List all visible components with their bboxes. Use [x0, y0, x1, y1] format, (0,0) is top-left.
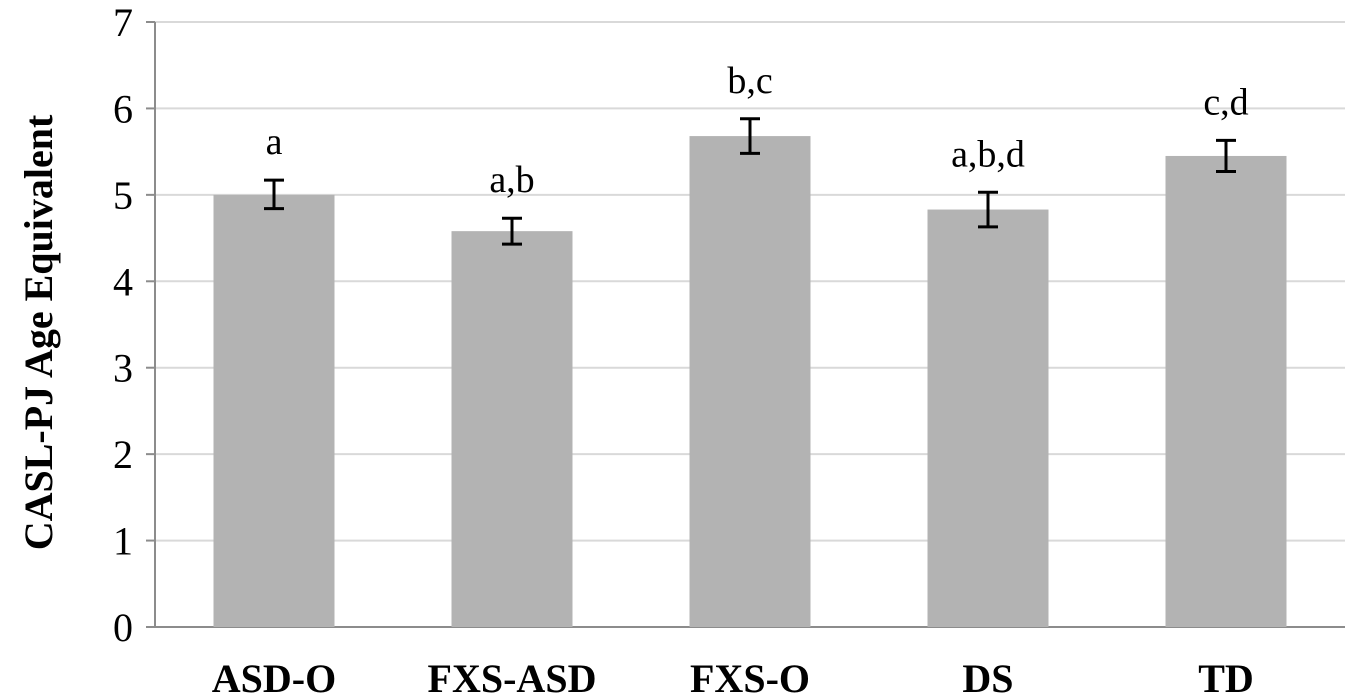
- x-tick-label: TD: [1198, 656, 1254, 700]
- significance-label: a,b: [489, 159, 534, 201]
- error-bar: [502, 216, 522, 246]
- bar: [1165, 155, 1287, 627]
- bar: [927, 209, 1049, 628]
- error-bar: [740, 117, 760, 155]
- y-tick-label: 2: [113, 432, 133, 477]
- y-tick-label: 0: [113, 605, 133, 650]
- y-tick-label: 3: [113, 346, 133, 391]
- y-tick-label: 7: [113, 0, 133, 45]
- bars: [213, 136, 1287, 628]
- x-tick-label: ASD-O: [212, 656, 336, 700]
- significance-label: c,d: [1203, 81, 1248, 123]
- bar: [213, 194, 335, 627]
- error-bar: [1216, 138, 1236, 174]
- y-tick-label: 5: [113, 173, 133, 218]
- labels: 0 1 2 3 4 5 6 7 a ASD-O a,b FXS-ASD b,c FXS-O a,b,d DS c…: [113, 0, 1254, 700]
- y-tick-label: 4: [113, 259, 133, 304]
- significance-label: b,c: [727, 60, 772, 102]
- significance-label: a: [266, 121, 283, 163]
- x-tick-label: DS: [962, 656, 1013, 700]
- y-tick-label: 1: [113, 519, 133, 564]
- error-bar: [978, 190, 998, 229]
- error-bars: [264, 117, 1236, 246]
- y-tick-label: 6: [113, 86, 133, 131]
- x-tick-label: FXS-O: [690, 656, 810, 700]
- bar: [451, 231, 573, 627]
- x-tick-label: FXS-ASD: [428, 656, 597, 700]
- y-axis-title: CASL-PJ Age Equivalent: [16, 114, 61, 550]
- significance-label: a,b,d: [951, 133, 1025, 175]
- error-bar: [264, 178, 284, 211]
- bar: [689, 136, 811, 628]
